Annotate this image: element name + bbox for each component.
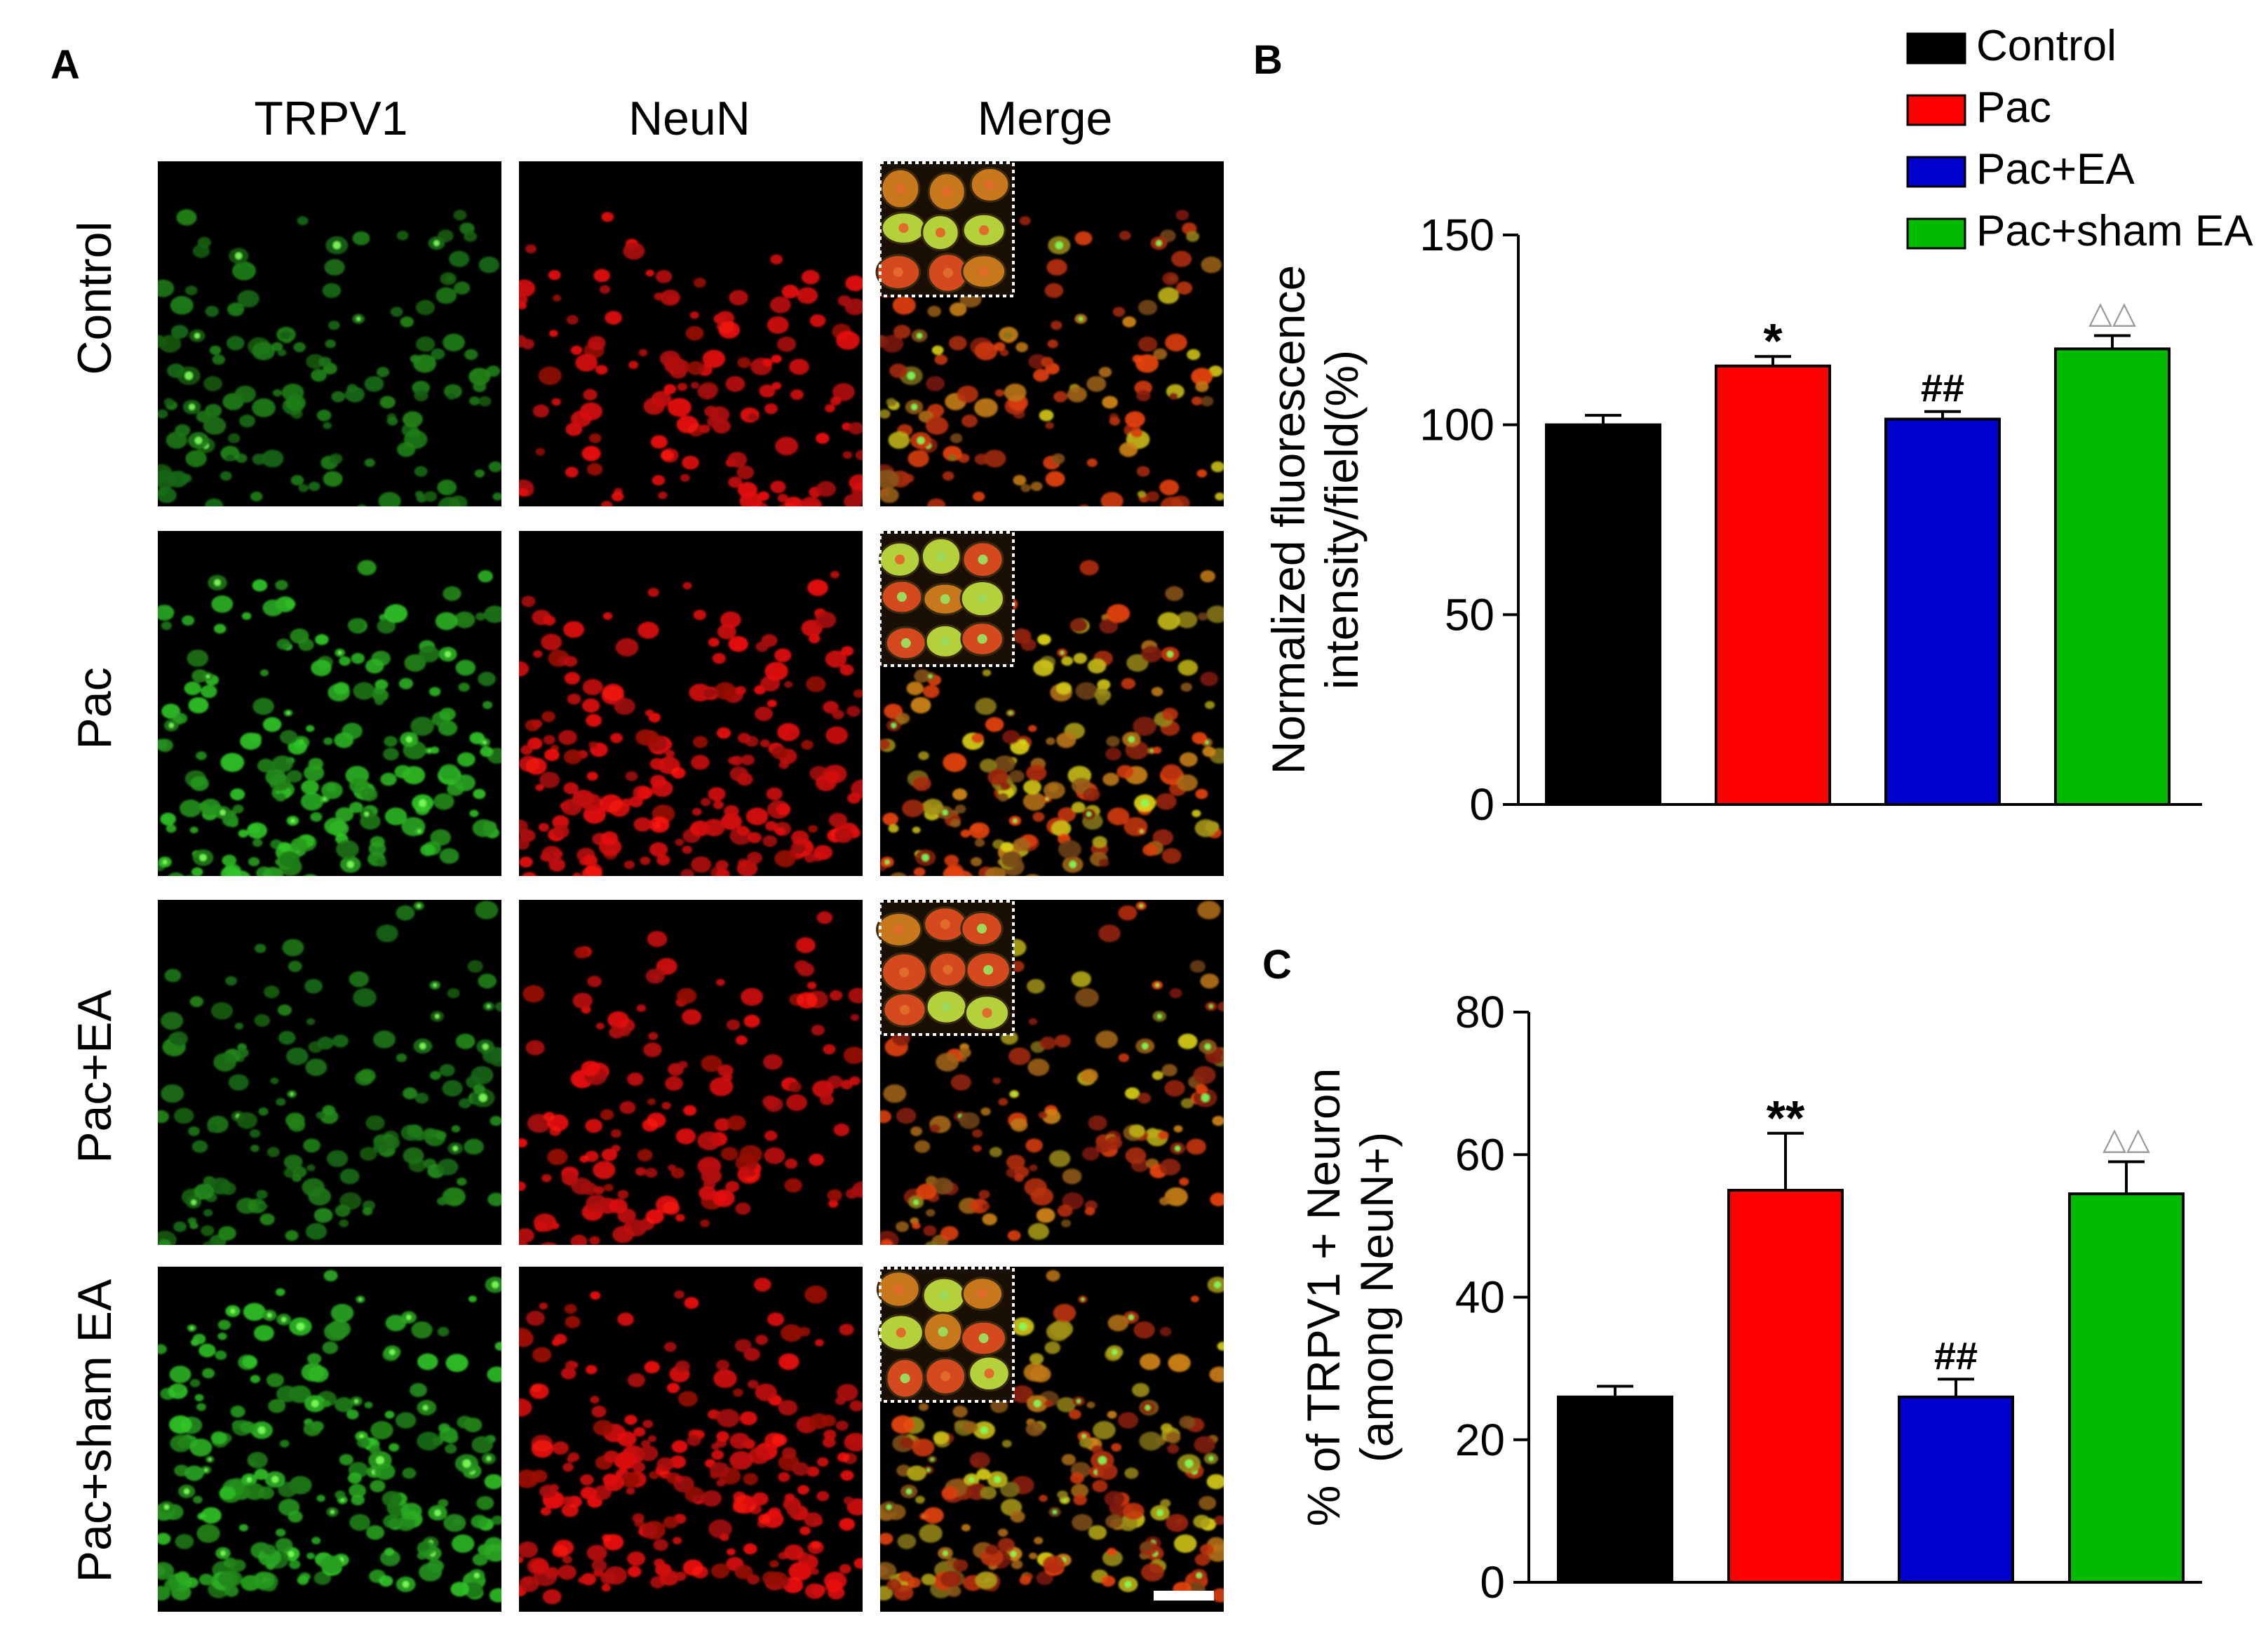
- bar-pac: [1727, 1189, 1844, 1584]
- significance-label: **: [1767, 1091, 1805, 1145]
- merge-inset: [875, 161, 1015, 297]
- bar-pac-ea: [1898, 1395, 2014, 1584]
- y-axis-label: Normalized fluorescenceintensity/field(%…: [1262, 265, 1368, 774]
- row-title-pac-sham-ea: Pac+sham EA: [68, 1279, 121, 1582]
- legend-label: Pac: [1976, 83, 2051, 132]
- panel-b-label: B: [1253, 37, 1283, 83]
- micrograph-merge-pac: [878, 531, 1224, 876]
- column-title-merge: Merge: [978, 92, 1113, 145]
- significance-label: △△: [2088, 295, 2136, 330]
- y-axis-label: % of TRPV1 + Neuron(among NeuN+): [1297, 1068, 1403, 1527]
- bar-control: [1557, 1395, 1673, 1584]
- merge-inset: [878, 531, 1015, 667]
- row-title-control: Control: [68, 221, 121, 375]
- y-tick-label: 0: [1480, 1557, 1505, 1608]
- y-tick-label: 100: [1419, 400, 1494, 450]
- y-tick-label: 20: [1455, 1415, 1505, 1465]
- significance-label: ##: [1921, 366, 1964, 410]
- legend-swatch: [1906, 32, 1966, 65]
- y-tick-label: 50: [1445, 589, 1494, 640]
- micrograph-grid: [158, 161, 1224, 1612]
- micrograph-neun-pac: [519, 531, 863, 876]
- scale-bar: [1154, 1591, 1214, 1601]
- bar-pac-sham-ea: [2068, 1192, 2185, 1584]
- bar-pac: [1715, 364, 1831, 806]
- merge-inset: [876, 900, 1015, 1036]
- micrograph-trpv1-control: [158, 161, 501, 506]
- micrograph-trpv1-pac: [158, 531, 501, 876]
- micrograph-trpv1-pac-sham-ea: [158, 1267, 501, 1612]
- y-tick-label: 0: [1469, 779, 1494, 830]
- significance-label: ##: [1934, 1333, 1978, 1377]
- micrograph-merge-pac-sham-ea: [876, 1267, 1224, 1612]
- significance-label: △△: [2102, 1121, 2150, 1156]
- micrograph-neun-pac-ea: [519, 900, 863, 1245]
- y-tick-label: 80: [1455, 987, 1505, 1037]
- legend-label: Pac+sham EA: [1976, 207, 2253, 255]
- column-title-trpv1: TRPV1: [254, 92, 407, 145]
- merge-inset: [876, 1267, 1015, 1403]
- micrograph-neun-pac-sham-ea: [519, 1267, 863, 1612]
- row-title-pac: Pac: [68, 667, 121, 749]
- legend: Control Pac Pac+EA Pac+sham EA: [1906, 22, 2253, 255]
- bar-pac-ea: [1884, 417, 2001, 806]
- y-tick-label: 150: [1419, 210, 1494, 260]
- micrograph-trpv1-pac-ea: [158, 900, 501, 1245]
- y-tick-label: 60: [1455, 1129, 1505, 1180]
- legend-swatch: [1906, 94, 1966, 126]
- y-tick-label: 40: [1455, 1272, 1505, 1323]
- column-title-neun: NeuN: [628, 92, 750, 145]
- chart-c: 0 20 40 60 80 % of TRPV1 + Neuron(among NeuN+…: [1297, 987, 2202, 1608]
- chart-b: 0 50 100 150 Normalized fluorescenceintensit…: [1262, 210, 2202, 830]
- panel-a: A TRPV1 NeuN Merge Control Pac Pac+EA Pa…: [50, 42, 1224, 1612]
- panel-c: C 0 20 40 60 80 % of TRPV1 + Neuron(among Neu…: [1262, 942, 2202, 1608]
- row-title-pac-ea: Pac+EA: [68, 990, 121, 1164]
- panel-a-label: A: [50, 42, 80, 88]
- legend-swatch: [1906, 156, 1966, 188]
- legend-swatch: [1906, 217, 1966, 250]
- micrograph-merge-pac-ea: [876, 900, 1224, 1245]
- significance-label: *: [1763, 314, 1783, 368]
- bar-pac-sham-ea: [2054, 347, 2171, 806]
- panel-b: B 0 50 100 150 Normalized fluorescenceintens…: [1253, 37, 2202, 830]
- panel-c-label: C: [1262, 942, 1292, 988]
- legend-label: Pac+EA: [1976, 145, 2135, 194]
- micrograph-merge-control: [875, 161, 1224, 506]
- legend-label: Control: [1976, 22, 2117, 70]
- bar-control: [1545, 423, 1661, 806]
- micrograph-neun-control: [519, 161, 863, 506]
